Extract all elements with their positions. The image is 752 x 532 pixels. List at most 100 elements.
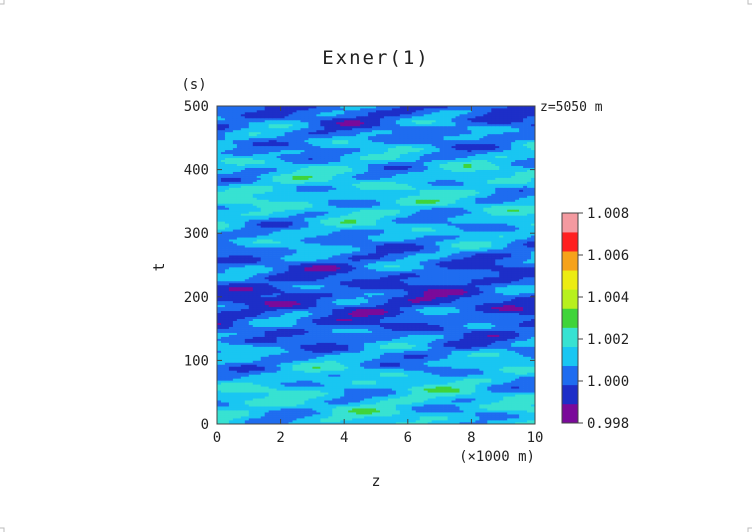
heatmap-cell [224,336,230,339]
heatmap-cell [232,378,238,381]
heatmap-cell [252,398,258,401]
heatmap-cell [304,356,309,359]
heatmap-cell [503,348,508,351]
heatmap-cell [395,314,401,318]
heatmap-cell [451,336,456,339]
heatmap-cell [376,374,381,377]
heatmap-cell [387,318,393,321]
heatmap-cell [483,326,488,329]
heatmap-cell [284,386,289,389]
heatmap-cell [280,416,285,419]
heatmap-cell [439,340,444,343]
heatmap-cell [300,322,305,325]
heatmap-cell [272,344,277,347]
heatmap-cell [360,374,365,377]
heatmap-cell [379,318,385,321]
heatmap-cell [224,382,230,385]
heatmap-cell [340,384,345,387]
heatmap-cell [507,368,512,371]
heatmap-cell [304,412,309,415]
heatmap-cell [515,348,520,351]
heatmap-cell [439,344,444,347]
heatmap-cell [320,366,325,369]
heatmap-cell [431,382,436,385]
heatmap-cell [491,412,496,415]
heatmap-cell [272,332,277,335]
heatmap-cell [284,344,289,347]
heatmap-cell [503,320,508,323]
heatmap-cell [387,364,393,367]
heatmap-cell [264,404,270,407]
heatmap-cell [272,298,277,302]
heatmap-cell [383,338,389,341]
heatmap-cell [260,328,266,331]
heatmap-cell [459,380,464,383]
heatmap-cell [379,410,385,413]
heatmap-cell [523,400,528,403]
heatmap-cell [435,322,440,325]
heatmap-cell [332,358,337,361]
heatmap-cell [308,420,313,423]
heatmap-cell [419,344,425,347]
heatmap-cell [300,374,305,377]
heatmap-cell [268,408,274,411]
heatmap-cell [288,344,293,347]
heatmap-cell [447,334,452,337]
heatmap-cell [328,366,333,369]
heatmap-cell [364,344,369,347]
heatmap-cell [336,334,341,337]
heatmap-cell [240,326,246,329]
heatmap-cell [531,338,536,341]
heatmap-cell [328,358,333,361]
heatmap-cell [491,420,496,423]
heatmap-cell [427,416,433,419]
heatmap-cell [443,360,448,363]
heatmap-cell [523,314,528,318]
heatmap-cell [220,358,226,361]
heatmap-cell [260,378,266,381]
heatmap-cell [435,334,440,337]
heatmap-cell [391,350,397,353]
heatmap-cell [348,322,353,325]
heatmap-cell [284,304,289,308]
heatmap-cell [256,324,262,327]
heatmap-cell [467,416,472,419]
heatmap-cell [320,378,325,381]
heatmap-cell [403,416,409,419]
heatmap-cell [364,394,369,397]
heatmap-cell [387,358,393,361]
heatmap-cell [383,356,389,359]
heatmap-cell [312,330,317,333]
heatmap-cell [268,358,274,361]
heatmap-cell [519,394,524,397]
heatmap-cell [228,304,234,308]
heatmap-cell [403,392,409,395]
heatmap-cell [515,350,520,353]
heatmap-cell [491,384,496,387]
heatmap-cell [252,368,258,371]
heatmap-cell [304,382,309,385]
heatmap-cell [431,316,436,320]
heatmap-cell [340,374,345,377]
heatmap-cell [217,320,222,323]
heatmap-cell [455,304,460,308]
heatmap-cell [264,304,270,308]
heatmap-cell [292,324,297,327]
heatmap-cell [224,396,230,399]
heatmap-cell [348,408,353,411]
heatmap-cell [475,384,480,387]
heatmap-cell [300,362,305,365]
heatmap-cell [447,358,452,361]
heatmap-cell [264,340,270,343]
heatmap-cell [228,300,234,304]
heatmap-cell [423,360,429,363]
heatmap-cell [527,320,532,323]
heatmap-cell [376,416,381,419]
heatmap-cell [312,370,317,373]
heatmap-cell [324,366,329,369]
heatmap-cell [387,380,393,383]
heatmap-cell [236,366,242,369]
heatmap-cell [475,360,480,363]
heatmap-cell [423,350,429,353]
heatmap-cell [304,338,309,341]
